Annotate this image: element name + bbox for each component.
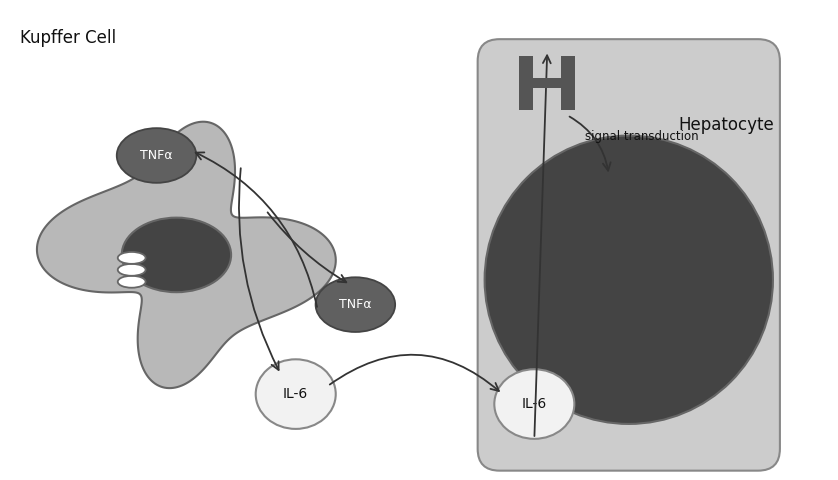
Bar bbox=[520, 56, 533, 110]
Circle shape bbox=[484, 136, 773, 424]
FancyArrowPatch shape bbox=[195, 153, 317, 307]
Ellipse shape bbox=[118, 264, 146, 276]
Text: Kupffer Cell: Kupffer Cell bbox=[20, 29, 116, 47]
Ellipse shape bbox=[116, 128, 196, 183]
Bar bbox=[520, 78, 575, 88]
Text: Hepatocyte: Hepatocyte bbox=[679, 116, 774, 134]
Ellipse shape bbox=[256, 360, 336, 429]
Text: IL-6: IL-6 bbox=[283, 387, 308, 401]
Text: signal transduction: signal transduction bbox=[585, 130, 699, 143]
FancyBboxPatch shape bbox=[478, 39, 780, 471]
FancyArrowPatch shape bbox=[267, 212, 346, 282]
Text: TNFα: TNFα bbox=[339, 298, 371, 311]
Text: TNFα: TNFα bbox=[140, 149, 173, 162]
FancyArrowPatch shape bbox=[239, 168, 278, 370]
FancyArrowPatch shape bbox=[570, 117, 611, 171]
FancyArrowPatch shape bbox=[330, 355, 499, 391]
Ellipse shape bbox=[316, 277, 396, 332]
Bar bbox=[561, 56, 575, 110]
FancyArrowPatch shape bbox=[535, 55, 551, 436]
Ellipse shape bbox=[122, 217, 231, 292]
Text: IL-6: IL-6 bbox=[522, 397, 547, 411]
Polygon shape bbox=[37, 122, 336, 388]
Ellipse shape bbox=[118, 252, 146, 264]
Ellipse shape bbox=[118, 276, 146, 288]
Ellipse shape bbox=[494, 369, 574, 439]
